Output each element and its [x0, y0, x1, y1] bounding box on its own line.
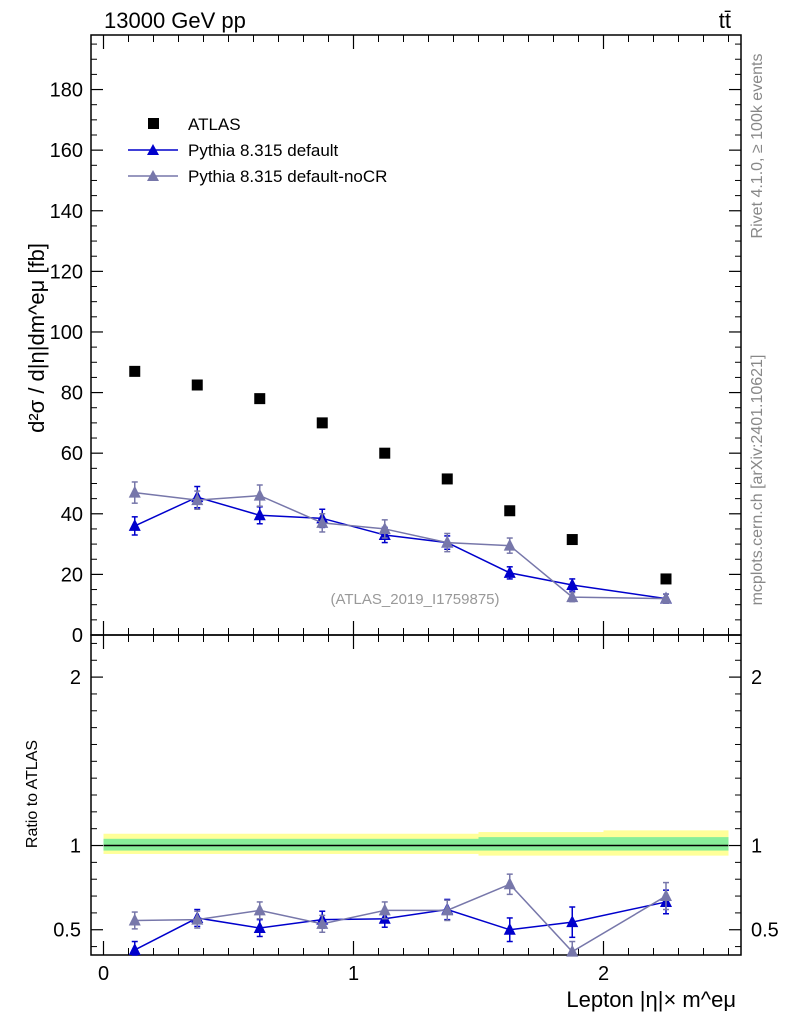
ratio-y-tick-label-right: 0.5	[751, 920, 779, 942]
ratio-band-inner	[416, 838, 479, 851]
main-point-square	[566, 534, 578, 546]
main-point-triangle	[503, 565, 516, 578]
ratio-point-triangle	[316, 916, 329, 929]
ratio-y-tick-label: 0.5	[53, 920, 81, 942]
ratio-point-triangle	[128, 942, 141, 955]
main-point-square	[660, 573, 672, 585]
ratio-y-tick-label: 2	[70, 667, 81, 689]
energy-label: 13000 GeV pp	[104, 8, 246, 33]
main-point-triangle	[441, 535, 454, 548]
ratio-band-inner	[353, 838, 416, 851]
ratio-point-triangle	[566, 944, 579, 957]
ratio-band-inner	[478, 837, 541, 851]
ratio-y-tick-label: 1	[70, 836, 81, 858]
main-point-square	[441, 473, 453, 485]
main-y-ticks: 0 20 40 60 80 100 120 140 160 180	[50, 43, 741, 647]
x-tick-label: 2	[598, 963, 609, 985]
main-point-triangle	[660, 591, 672, 604]
main-point-square	[379, 447, 391, 459]
ratio-y-axis-label: Ratio to ATLAS	[24, 740, 41, 848]
x-tick-label: 1	[348, 963, 359, 985]
main-series-atlas	[129, 365, 672, 585]
ratio-point-triangle	[441, 903, 454, 916]
main-y-tick-label: 180	[50, 80, 83, 102]
main-point-triangle	[316, 515, 329, 528]
main-y-tick-label: 140	[50, 201, 83, 223]
x-axis-label: Lepton |η|× m^eμ	[566, 987, 736, 1012]
main-point-triangle	[253, 508, 266, 521]
ratio-point-triangle	[191, 912, 204, 925]
main-point-triangle	[191, 493, 204, 506]
legend-marker-atlas	[148, 118, 159, 129]
main-point-square	[316, 417, 328, 429]
ratio-point-triangle	[378, 903, 391, 916]
legend-marker-nocr	[147, 170, 159, 181]
main-y-tick-label: 40	[61, 504, 83, 526]
x-tick-label: 0	[98, 963, 109, 985]
ratio-band-inner	[541, 837, 604, 851]
ratio-band-inner	[166, 838, 229, 851]
main-point-triangle	[566, 578, 579, 590]
main-series-line	[134, 496, 667, 600]
rivet-label: Rivet 4.1.0, ≥ 100k events	[749, 54, 766, 239]
ratio-series-pythia-8-315-default	[128, 889, 672, 956]
ratio-y-tick-label-right: 1	[751, 836, 762, 858]
main-y-tick-label: 80	[61, 383, 83, 405]
ratio-point-triangle	[566, 915, 579, 928]
main-y-axis-label: d²σ / d|η|dm^eμ [fb]	[24, 243, 49, 433]
main-y-tick-label: 20	[61, 564, 83, 586]
data-marks	[128, 365, 672, 957]
main-point-triangle	[503, 538, 516, 551]
ratio-point-triangle	[253, 903, 266, 916]
main-y-tick-label: 100	[50, 322, 83, 344]
main-point-triangle	[253, 488, 266, 501]
main-point-square	[504, 505, 516, 517]
main-point-triangle	[128, 485, 141, 498]
main-point-triangle	[378, 521, 391, 534]
ratio-series-pythia-8-315-default-nocr	[128, 873, 672, 957]
legend-label-nocr: Pythia 8.315 default-noCR	[188, 167, 387, 186]
ratio-point-triangle	[128, 913, 141, 926]
main-point-square	[129, 365, 141, 377]
main-series-pythia-8-315-default	[128, 485, 672, 604]
ratio-uncertainty-bands	[103, 830, 729, 856]
ratio-point-triangle	[503, 877, 516, 890]
mcplots-label: mcplots.cern.ch [arXiv:2401.10621]	[749, 355, 766, 606]
ratio-band-inner	[228, 838, 291, 851]
process-label: tt̄	[719, 8, 731, 33]
main-point-square	[254, 393, 266, 405]
ratio-point-triangle	[253, 921, 266, 934]
analysis-label: (ATLAS_2019_I1759875)	[330, 591, 499, 608]
main-y-tick-label: 60	[61, 443, 83, 465]
main-point-triangle	[566, 590, 579, 603]
ratio-band-inner	[603, 837, 729, 851]
legend-label-default: Pythia 8.315 default	[188, 141, 339, 160]
main-y-tick-label: 160	[50, 140, 83, 162]
main-y-tick-label: 120	[50, 261, 83, 283]
x-ticks: 0 1 2	[98, 35, 729, 985]
legend: ATLAS Pythia 8.315 default Pythia 8.315 …	[128, 115, 387, 186]
legend-label-atlas: ATLAS	[188, 115, 241, 134]
main-series-pythia-8-315-default-nocr	[128, 481, 672, 604]
ratio-y-ticks: 0.5 0.5 1 1 2 2	[53, 642, 779, 948]
ratio-point-triangle	[503, 922, 516, 935]
legend-entry-default: Pythia 8.315 default	[128, 141, 339, 160]
main-point-square	[191, 379, 203, 391]
ratio-point-triangle	[660, 889, 672, 902]
ratio-y-tick-label-right: 2	[751, 667, 762, 689]
main-point-triangle	[128, 518, 141, 531]
ratio-band-inner	[103, 838, 166, 851]
ratio-band-inner	[291, 838, 354, 851]
legend-entry-nocr: Pythia 8.315 default-noCR	[128, 167, 387, 186]
legend-marker-default	[147, 144, 159, 155]
main-series-line	[134, 491, 667, 600]
legend-entry-atlas: ATLAS	[148, 115, 241, 134]
ratio-series-line	[134, 883, 667, 953]
main-y-tick-label: 0	[72, 625, 83, 647]
